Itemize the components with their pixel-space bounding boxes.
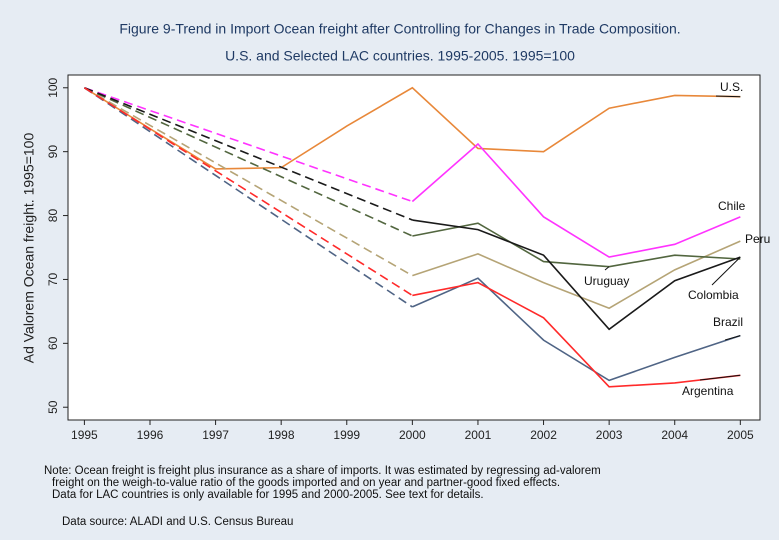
series-line (412, 240, 741, 310)
gap-bridge (84, 87, 413, 203)
x-tick-label: 2005 (727, 428, 754, 442)
leader-line (699, 374, 741, 381)
y-tick-label: 70 (46, 272, 60, 286)
gap-bridge (83, 87, 413, 308)
gap-bridge (84, 87, 413, 277)
x-tick-label: 2002 (530, 428, 557, 442)
gap-bridge (84, 87, 413, 237)
series-label: Colombia (688, 288, 739, 302)
gap-bridge (83, 87, 413, 297)
y-tick-label: 80 (46, 209, 60, 223)
chart-subtitle: U.S. and Selected LAC countries. 1995-20… (225, 48, 575, 64)
series-label: Argentina (682, 384, 734, 398)
x-tick-label: 1998 (268, 428, 295, 442)
y-tick-label: 50 (46, 400, 60, 414)
x-tick-label: 2001 (465, 428, 492, 442)
series-label: Peru (745, 232, 770, 246)
series-label: Brazil (713, 315, 743, 329)
leader-line (711, 256, 741, 286)
x-tick-label: 1997 (202, 428, 229, 442)
y-tick-label: 90 (46, 145, 60, 159)
leader-line (604, 266, 610, 271)
series-label: U.S. (720, 80, 743, 94)
series-label: Uruguay (584, 274, 629, 288)
leader-line (715, 95, 741, 98)
series-line (412, 219, 741, 331)
leader-line (724, 335, 741, 341)
series-line (411, 142, 741, 258)
chart-title: Figure 9-Trend in Import Ocean freight a… (119, 21, 680, 37)
series-line (412, 222, 741, 268)
x-tick-label: 2003 (596, 428, 623, 442)
x-tick-label: 1996 (137, 428, 164, 442)
note: Note: Ocean freight is freight plus insu… (44, 465, 601, 477)
y-tick-label: 60 (46, 336, 60, 350)
x-tick-label: 2004 (661, 428, 688, 442)
x-tick-label: 2000 (399, 428, 426, 442)
series-label: Chile (718, 199, 746, 213)
series-line (83, 86, 741, 170)
y-axis-label: Ad Valorem Ocean freight. 1995=100 (21, 133, 37, 364)
y-tick-label: 100 (46, 77, 60, 97)
source: Data source: ALADI and U.S. Census Burea… (62, 516, 293, 528)
series-line (412, 281, 741, 388)
gap-bridge (84, 87, 413, 221)
note: freight on the weigh-to-value ratio of t… (52, 477, 560, 489)
x-tick-label: 1999 (333, 428, 360, 442)
series-line (412, 277, 741, 382)
note: Data for LAC countries is only available… (52, 489, 484, 501)
x-tick-label: 1995 (71, 428, 98, 442)
plot-area (67, 74, 761, 421)
